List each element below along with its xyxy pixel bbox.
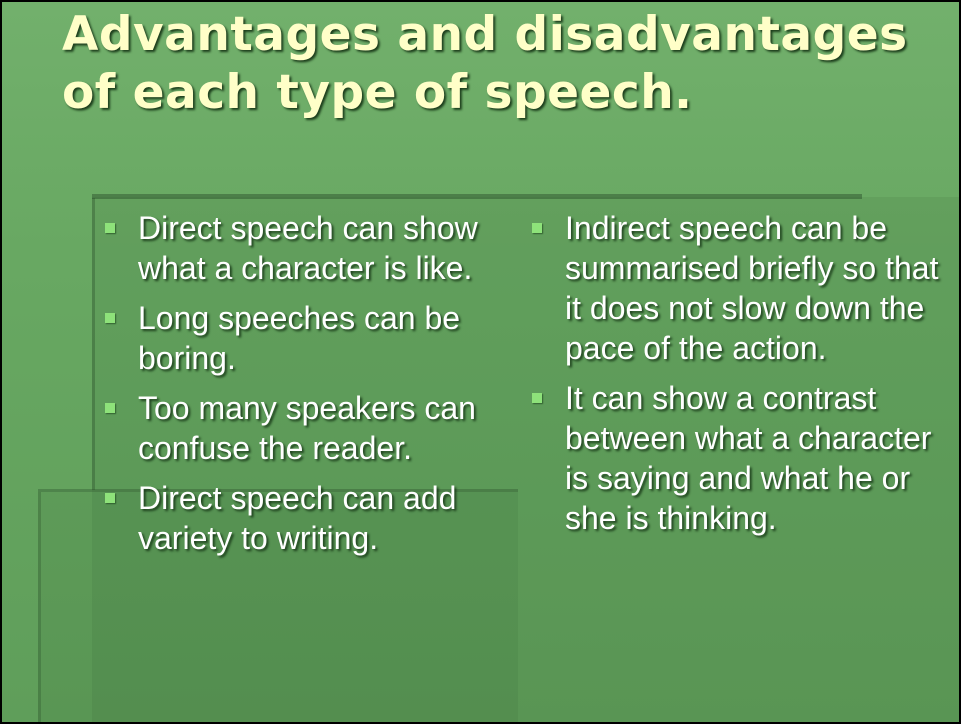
decorative-line — [38, 489, 518, 492]
decorative-panel — [38, 492, 518, 722]
list-item: Indirect speech can be summarised briefl… — [532, 208, 952, 368]
decorative-line — [92, 198, 95, 490]
decorative-line — [92, 194, 862, 199]
bullet-text: Direct speech can add variety to writing… — [138, 480, 457, 556]
left-bullet-list: Direct speech can show what a character … — [105, 208, 505, 568]
bullet-text: Indirect speech can be summarised briefl… — [565, 210, 939, 366]
square-bullet-icon — [532, 223, 542, 233]
list-item: Direct speech can add variety to writing… — [105, 478, 505, 558]
slide-title: Advantages and disadvantages of each typ… — [62, 7, 908, 120]
right-bullet-list: Indirect speech can be summarised briefl… — [532, 208, 952, 548]
decorative-panel — [92, 197, 959, 722]
bullet-text: It can show a contrast between what a ch… — [565, 380, 932, 536]
square-bullet-icon — [105, 403, 115, 413]
square-bullet-icon — [105, 223, 115, 233]
list-item: Long speeches can be boring. — [105, 298, 505, 378]
list-item: Direct speech can show what a character … — [105, 208, 505, 288]
bullet-text: Direct speech can show what a character … — [138, 210, 478, 286]
bullet-text: Too many speakers can confuse the reader… — [138, 390, 476, 466]
square-bullet-icon — [532, 393, 542, 403]
bullet-text: Long speeches can be boring. — [138, 300, 461, 376]
list-item: Too many speakers can confuse the reader… — [105, 388, 505, 468]
list-item: It can show a contrast between what a ch… — [532, 378, 952, 538]
square-bullet-icon — [105, 493, 115, 503]
square-bullet-icon — [105, 313, 115, 323]
decorative-line — [38, 492, 41, 722]
